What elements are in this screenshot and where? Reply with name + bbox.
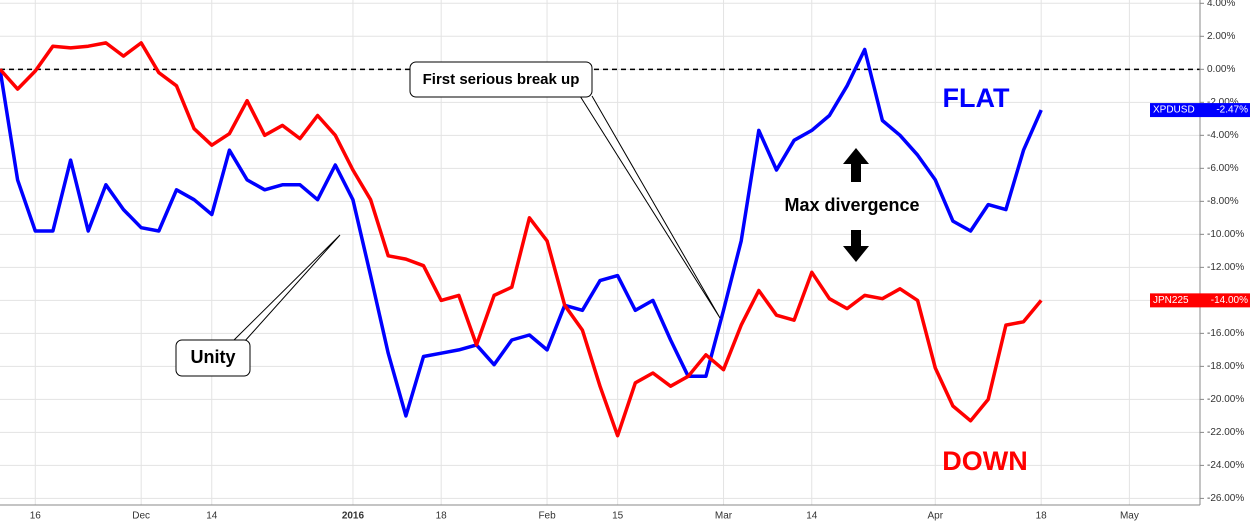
x-tick-label: 18 [1036,511,1048,522]
y-tick-label: -24.00% [1207,460,1244,471]
x-tick-label: Apr [928,511,944,522]
x-tick-label: 18 [436,511,448,522]
annotation: Max divergence [784,195,919,215]
y-tick-label: -20.00% [1207,394,1244,405]
series-line [0,41,1043,438]
x-tick-label: 14 [206,511,218,522]
callout-box [409,61,593,98]
y-tick-label: 2.00% [1207,31,1235,42]
last-value-label: -14.00% [1211,295,1248,306]
x-tick-label: 14 [806,511,818,522]
y-tick-label: -26.00% [1207,493,1244,504]
y-tick-label: -16.00% [1207,328,1244,339]
lines [0,41,1200,438]
y-tick-label: 4.00% [1207,0,1235,9]
y-tick-label: -18.00% [1207,361,1244,372]
series-line [0,47,1043,418]
series-name: JPN225 [1153,295,1189,306]
annotation: FLAT [943,83,1010,113]
y-tick-label: -8.00% [1207,196,1239,207]
callout-pointer [231,234,341,343]
y-tick-label: -22.00% [1207,427,1244,438]
arrow-down [843,230,869,262]
y-tick-label: -12.00% [1207,262,1244,273]
x-tick-label: 16 [30,511,42,522]
x-tick-label: 2016 [342,511,365,522]
annotation: DOWN [942,446,1027,476]
arrow-up [843,148,869,182]
y-tick-label: 0.00% [1207,64,1235,75]
y-tick-label: -4.00% [1207,130,1239,141]
x-tick-label: Dec [132,511,150,522]
last-value-label: -2.47% [1216,105,1248,116]
annotation: First serious break up [423,71,580,88]
x-tick-label: Mar [715,511,733,522]
last-value-badge [1150,103,1250,118]
series-name: XPDUSD [1153,105,1195,116]
x-tick-label: May [1120,511,1139,522]
callout-unity: Unity [175,234,341,377]
callout-box [175,339,251,377]
y-tick-label: -6.00% [1207,163,1239,174]
x-tick-label: 15 [612,511,624,522]
y-tick-label: -2.00% [1207,97,1239,108]
x-tick-label: Feb [538,511,556,522]
callout-break-up: First serious break up [409,61,721,319]
callout-pointer [579,95,721,319]
y-tick-label: -10.00% [1207,229,1244,240]
annotation: Unity [191,347,236,367]
last-value-badge [1150,293,1250,308]
